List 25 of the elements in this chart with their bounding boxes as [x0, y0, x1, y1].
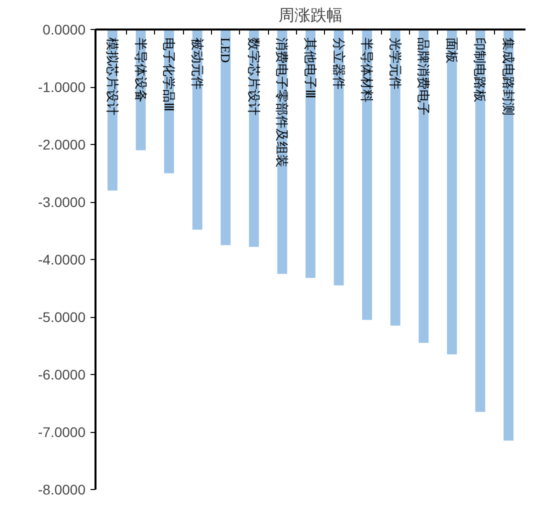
y-tick-label: -7.0000	[38, 424, 86, 440]
chart-title: 周涨跌幅	[278, 6, 342, 24]
x-tick-label: 面板	[444, 38, 460, 64]
y-tick-label: -1.0000	[38, 79, 86, 95]
x-tick-label: 半导体材料	[360, 38, 375, 102]
x-tick-label: 光学元件	[388, 38, 403, 90]
y-tick-label: -3.0000	[38, 194, 86, 210]
x-tick-label: 模拟芯片设计	[104, 38, 120, 116]
x-tick-label: 分立器件	[331, 38, 346, 90]
x-tick-label: 印制电路板	[472, 38, 488, 102]
x-tick-label: 被动元件	[190, 38, 205, 90]
y-tick-label: -5.0000	[38, 309, 86, 325]
x-tick-label: LED	[218, 38, 234, 63]
x-tick-label: 其他电子Ⅲ	[303, 38, 318, 98]
y-tick-label: -4.0000	[38, 252, 86, 268]
x-tick-label: 集成电路封测	[501, 38, 516, 116]
x-tick-label: 数字芯片设计	[246, 38, 262, 116]
y-tick-label: -6.0000	[38, 366, 86, 382]
y-tick-label: -8.0000	[38, 482, 86, 498]
y-tick-label: 0.0000	[42, 22, 86, 38]
x-tick-label: 消费电子零部件及组装	[274, 38, 290, 168]
x-tick-label: 电子化学品Ⅲ	[162, 38, 177, 112]
y-tick-label: -2.0000	[38, 136, 86, 152]
x-tick-label: 半导体设备	[133, 38, 148, 102]
x-tick-label: 品牌消费电子	[416, 38, 432, 116]
